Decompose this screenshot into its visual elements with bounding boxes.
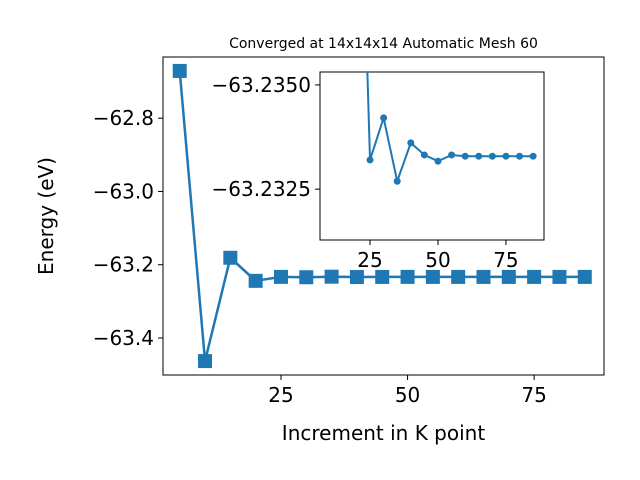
marker [172, 63, 187, 78]
y-axis-label: Energy (eV) [34, 157, 58, 275]
marker [375, 269, 390, 284]
y-tick-label: −63.4 [93, 326, 154, 350]
marker [273, 269, 288, 284]
x-tick-label: 75 [493, 248, 518, 272]
marker [501, 269, 516, 284]
marker [527, 269, 542, 284]
marker [448, 151, 456, 159]
x-tick-label: 25 [268, 383, 293, 407]
marker [488, 152, 496, 160]
y-tick-label: −62.8 [93, 106, 154, 130]
marker [393, 177, 401, 185]
marker [420, 151, 428, 159]
marker [434, 157, 442, 165]
marker [223, 250, 238, 265]
marker [198, 354, 213, 369]
marker [475, 152, 483, 160]
x-tick-label: 50 [425, 248, 450, 272]
marker [248, 273, 263, 288]
chart-title: Converged at 14x14x14 Automatic Mesh 60 [229, 36, 538, 52]
marker [349, 270, 364, 285]
x-tick-label: 75 [521, 383, 546, 407]
x-axis-label: Increment in K point [282, 421, 486, 445]
y-tick-label: −63.2 [93, 253, 154, 277]
marker [324, 269, 339, 284]
marker [451, 269, 466, 284]
marker [380, 114, 388, 122]
y-tick-label: −63.2325 [212, 177, 311, 201]
y-tick-label: −63.2350 [212, 73, 311, 97]
marker [529, 152, 537, 160]
marker [552, 269, 567, 284]
x-tick-label: 50 [395, 383, 420, 407]
marker [577, 269, 592, 284]
marker [461, 152, 469, 160]
y-tick-label: −63.0 [93, 179, 154, 203]
marker [407, 139, 415, 147]
marker [502, 152, 510, 160]
marker [516, 152, 524, 160]
marker [476, 269, 491, 284]
marker [299, 270, 314, 285]
plot-area [172, 63, 592, 369]
marker [425, 269, 440, 284]
plot-area [366, 72, 537, 185]
x-tick-label: 25 [357, 248, 382, 272]
marker [366, 156, 374, 164]
marker [400, 269, 415, 284]
